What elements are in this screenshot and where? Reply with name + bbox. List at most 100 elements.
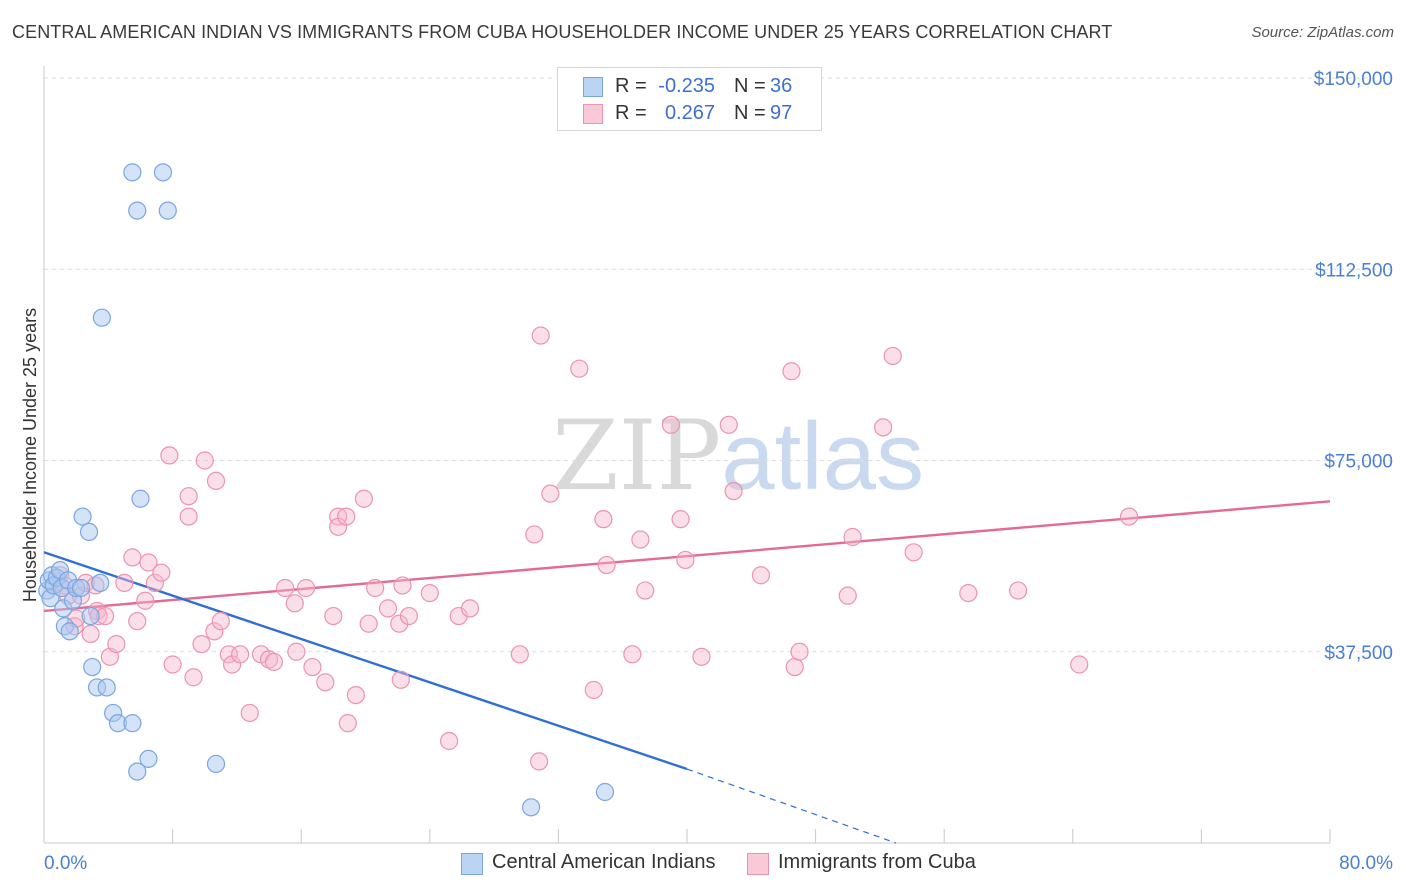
point-immigrants-from-cuba — [584, 680, 603, 700]
point-central-american-indians — [128, 762, 147, 781]
point-immigrants-from-cuba — [399, 606, 419, 626]
tick-labels: $37,500 $75,000 $112,500 $150,000 0.0% 80.0% — [44, 69, 1393, 874]
bottom-legend-label-pink: Immigrants from Cuba — [778, 851, 976, 873]
point-immigrants-from-cuba — [136, 591, 155, 610]
point-central-american-indians — [595, 782, 615, 802]
y-tick-label: $75,000 — [1324, 452, 1393, 473]
gridlines — [44, 77, 1394, 653]
data-points — [38, 163, 1139, 817]
point-immigrants-from-cuba — [883, 346, 902, 366]
point-immigrants-from-cuba — [541, 484, 560, 503]
point-immigrants-from-cuba — [128, 612, 147, 631]
x-tick-label: 0.0% — [44, 853, 87, 874]
point-central-american-indians — [71, 578, 91, 598]
point-central-american-indians — [60, 622, 79, 641]
point-immigrants-from-cuba — [359, 614, 378, 633]
point-immigrants-from-cuba — [296, 578, 316, 598]
watermark-atlas: atlas — [721, 403, 924, 510]
point-immigrants-from-cuba — [460, 599, 480, 618]
point-immigrants-from-cuba — [1009, 581, 1028, 600]
point-immigrants-from-cuba — [631, 530, 650, 549]
point-immigrants-from-cuba — [338, 714, 357, 733]
point-immigrants-from-cuba — [671, 510, 690, 529]
source-credit: Source: ZipAtlas.com — [1251, 24, 1394, 41]
y-tick-label: $37,500 — [1324, 643, 1393, 664]
point-immigrants-from-cuba — [378, 599, 398, 618]
point-immigrants-from-cuba — [1070, 655, 1089, 674]
point-immigrants-from-cuba — [206, 471, 226, 490]
point-immigrants-from-cuba — [719, 415, 738, 434]
point-central-american-indians — [91, 573, 110, 593]
point-immigrants-from-cuba — [160, 446, 179, 465]
point-immigrants-from-cuba — [316, 673, 335, 692]
point-immigrants-from-cuba — [287, 642, 306, 661]
point-immigrants-from-cuba — [661, 415, 681, 434]
point-central-american-indians — [123, 714, 142, 733]
point-immigrants-from-cuba — [211, 612, 230, 631]
point-immigrants-from-cuba — [530, 752, 549, 771]
legend-n-label: N = — [734, 75, 766, 97]
legend-r-value: 0.267 — [664, 102, 715, 124]
point-immigrants-from-cuba — [724, 482, 743, 501]
point-immigrants-from-cuba — [324, 606, 343, 626]
point-central-american-indians — [206, 754, 226, 774]
point-immigrants-from-cuba — [205, 622, 224, 641]
watermark-zip: ZIP — [552, 400, 722, 512]
point-immigrants-from-cuba — [782, 362, 801, 381]
point-central-american-indians — [83, 657, 102, 677]
point-immigrants-from-cuba — [195, 451, 214, 470]
point-central-american-indians — [158, 201, 177, 220]
point-immigrants-from-cuba — [337, 507, 356, 526]
point-immigrants-from-cuba — [838, 586, 857, 605]
point-immigrants-from-cuba — [597, 555, 616, 575]
point-immigrants-from-cuba — [531, 326, 550, 345]
axes — [43, 66, 1331, 844]
point-immigrants-from-cuba — [623, 645, 642, 664]
point-immigrants-from-cuba — [904, 543, 923, 562]
point-immigrants-from-cuba — [152, 563, 171, 582]
point-immigrants-from-cuba — [264, 652, 283, 672]
point-immigrants-from-cuba — [123, 548, 142, 567]
point-central-american-indians — [123, 163, 142, 182]
point-central-american-indians — [521, 798, 541, 817]
bottom-legend-swatch-blue — [461, 853, 483, 875]
point-immigrants-from-cuba — [179, 487, 198, 506]
legend-swatch-blue — [583, 77, 603, 97]
point-immigrants-from-cuba — [107, 634, 126, 654]
point-immigrants-from-cuba — [636, 581, 655, 600]
point-immigrants-from-cuba — [391, 670, 410, 689]
point-immigrants-from-cuba — [366, 578, 385, 598]
point-central-american-indians — [153, 163, 173, 182]
point-immigrants-from-cuba — [259, 650, 279, 669]
point-immigrants-from-cuba — [751, 566, 771, 585]
bottom-legend-swatch-pink — [747, 853, 769, 875]
point-immigrants-from-cuba — [510, 645, 529, 664]
point-immigrants-from-cuba — [439, 731, 459, 751]
legend-n-label: N = — [734, 102, 766, 124]
point-immigrants-from-cuba — [276, 578, 295, 598]
point-central-american-indians — [73, 507, 92, 526]
point-immigrants-from-cuba — [525, 525, 544, 544]
legend-r-label: R = — [615, 75, 647, 97]
trend-lines — [43, 500, 1331, 844]
point-immigrants-from-cuba — [346, 685, 365, 705]
point-immigrants-from-cuba — [959, 583, 978, 603]
point-central-american-indians — [79, 522, 99, 542]
point-immigrants-from-cuba — [393, 576, 412, 595]
point-immigrants-from-cuba — [192, 634, 211, 654]
point-immigrants-from-cuba — [354, 489, 373, 508]
point-immigrants-from-cuba — [179, 507, 198, 526]
legend-swatch-pink — [583, 104, 603, 124]
point-immigrants-from-cuba — [420, 583, 439, 603]
point-immigrants-from-cuba — [594, 510, 613, 529]
point-immigrants-from-cuba — [81, 624, 100, 644]
legend-r-label: R = — [615, 102, 647, 124]
legend-n-value: 97 — [770, 102, 793, 124]
point-central-american-indians — [139, 749, 158, 768]
point-immigrants-from-cuba — [692, 647, 711, 666]
point-immigrants-from-cuba — [163, 655, 182, 674]
trend-line-central-american-indians-extrapolated — [686, 768, 897, 844]
point-immigrants-from-cuba — [785, 657, 804, 677]
chart-title: CENTRAL AMERICAN INDIAN VS IMMIGRANTS FR… — [12, 22, 1113, 42]
